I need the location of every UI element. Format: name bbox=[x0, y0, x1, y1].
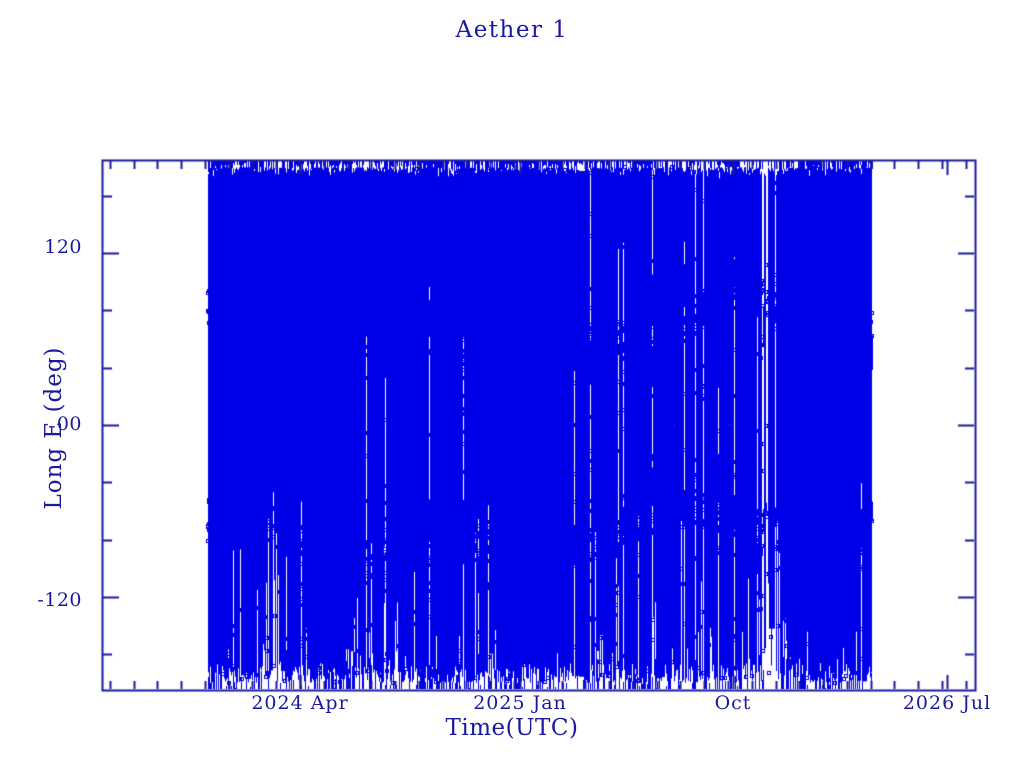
x-tick-label-oct: Oct bbox=[714, 692, 752, 714]
y-tick-label-120: 120 bbox=[44, 236, 82, 258]
y-tick-label-neg120: -120 bbox=[37, 589, 82, 611]
y-tick-label-0: 00 bbox=[56, 413, 82, 435]
x-tick-label-2024-apr: 2024 Apr bbox=[251, 692, 349, 714]
x-tick-label-2026-jul: 2026 Jul bbox=[902, 692, 992, 714]
x-axis-label: Time(UTC) bbox=[445, 715, 579, 741]
x-tick-label-2025-jan: 2025 Jan bbox=[473, 692, 567, 714]
page-title: Aether 1 bbox=[455, 17, 569, 43]
